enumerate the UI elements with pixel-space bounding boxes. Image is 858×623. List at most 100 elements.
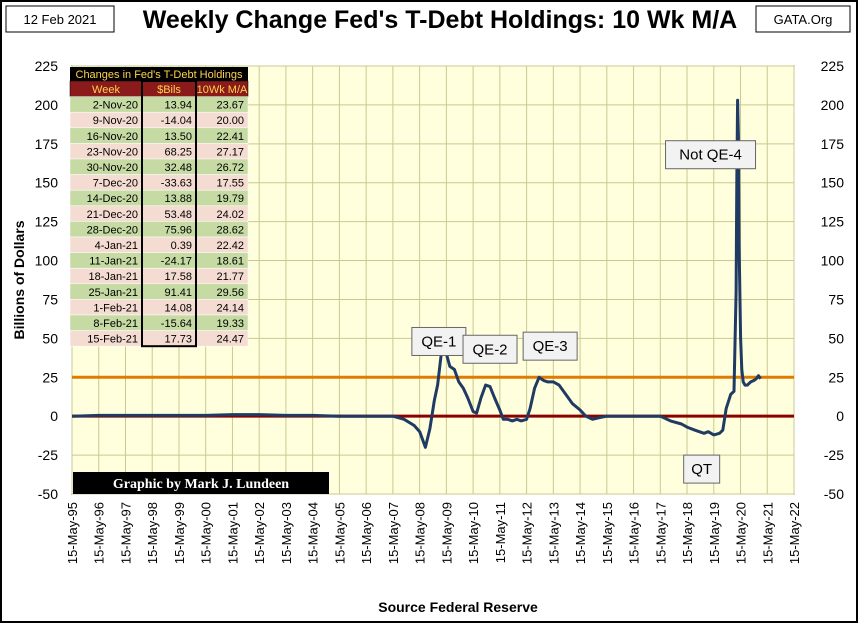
table-cell-text: 24.02 bbox=[216, 209, 244, 221]
table-cell-text: 14-Dec-20 bbox=[87, 193, 138, 205]
annotation-box bbox=[462, 334, 518, 364]
y-tick-label-right: 100 bbox=[821, 253, 845, 269]
table-cell-text: 53.48 bbox=[164, 209, 192, 221]
table-header-label: Week bbox=[92, 84, 120, 96]
x-tick-label: 15-May-13 bbox=[546, 502, 561, 564]
date-box bbox=[5, 5, 115, 33]
annotation-box bbox=[522, 331, 578, 361]
annotation-label: QE-1 bbox=[421, 333, 456, 350]
table-header-label: 10Wk M/A bbox=[197, 84, 248, 96]
table-cell-text: 14.08 bbox=[164, 302, 192, 314]
x-tick-label: 15-May-20 bbox=[734, 502, 749, 564]
table-cell-text: -33.63 bbox=[161, 178, 192, 190]
y-tick-label-right: 75 bbox=[828, 291, 844, 307]
table-cell-text: 21.77 bbox=[216, 271, 244, 283]
table-cell-text: 22.42 bbox=[216, 240, 244, 252]
annotation-box bbox=[683, 454, 721, 484]
x-tick-label: 15-May-12 bbox=[520, 502, 535, 564]
x-tick-label: 15-May-01 bbox=[225, 502, 240, 564]
table-cell-text: 18.61 bbox=[216, 256, 244, 268]
series-layer bbox=[71, 98, 762, 449]
table-cell-text: 19.33 bbox=[216, 318, 244, 330]
table-cell-text: -14.04 bbox=[161, 115, 192, 127]
y-tick-label-left: 225 bbox=[35, 58, 59, 74]
y-tick-label-left: 100 bbox=[35, 253, 59, 269]
x-tick-label: 15-May-97 bbox=[118, 502, 133, 564]
y-tick-label-left: 200 bbox=[35, 97, 59, 113]
table-cell-text: 17.73 bbox=[164, 334, 192, 346]
credit-box bbox=[73, 472, 329, 494]
date-label: 12 Feb 2021 bbox=[23, 12, 96, 27]
table-cell-text: 7-Dec-20 bbox=[93, 178, 138, 190]
y-tick-label-left: 125 bbox=[35, 214, 59, 230]
x-tick-label: 15-May-03 bbox=[279, 502, 294, 564]
table-cell-text: 22.41 bbox=[216, 131, 244, 143]
x-tick-label: 15-May-98 bbox=[145, 502, 160, 564]
y-tick-label-right: 0 bbox=[836, 408, 844, 424]
table-cell-text: 25-Jan-21 bbox=[88, 287, 138, 299]
y-tick-label-left: 25 bbox=[42, 369, 58, 385]
x-tick-label: 15-May-21 bbox=[760, 502, 775, 564]
series-line bbox=[71, 98, 762, 449]
y-axis-label: Billions of Dollars bbox=[11, 220, 27, 339]
table-cell-text: 26.72 bbox=[216, 162, 244, 174]
x-tick-label: 15-May-05 bbox=[332, 502, 347, 564]
x-tick-label: 15-May-10 bbox=[466, 502, 481, 564]
x-tick-label: 15-May-19 bbox=[707, 502, 722, 564]
x-tick-label: 15-May-06 bbox=[359, 502, 374, 564]
annotation-label: Not QE-4 bbox=[679, 147, 742, 164]
table-cell-text: 23-Nov-20 bbox=[87, 146, 138, 158]
data-table: Changes in Fed's T-Debt Holdings Week $Bil… bbox=[69, 67, 249, 348]
y-tick-label-left: 150 bbox=[35, 175, 59, 191]
table-cell-text: 28.62 bbox=[216, 224, 244, 236]
table-cell-text: 9-Nov-20 bbox=[93, 115, 138, 127]
x-tick-label: 15-May-02 bbox=[252, 502, 267, 564]
x-tick-label: 15-May-08 bbox=[413, 502, 428, 564]
x-tick-label: 15-May-00 bbox=[199, 502, 214, 564]
y-tick-label-right: 25 bbox=[828, 369, 844, 385]
table-cell-text: 0.39 bbox=[171, 240, 192, 252]
y-tick-label-right: 225 bbox=[821, 58, 845, 74]
table-cell-text: 18-Jan-21 bbox=[88, 271, 138, 283]
table-cell-text: 68.25 bbox=[164, 146, 192, 158]
table-cell-text: 20.00 bbox=[216, 115, 244, 127]
y-tick-label-right: 50 bbox=[828, 330, 844, 346]
table-cell-text: -15.64 bbox=[161, 318, 192, 330]
y-axis-right: -50 -25 0 25 50 75 100 125 150 175 200 225 bbox=[821, 58, 845, 502]
table-cell-text: 15-Feb-21 bbox=[87, 334, 138, 346]
table-cell-text: 23.67 bbox=[216, 100, 244, 112]
table-cell-text: 28-Dec-20 bbox=[87, 224, 138, 236]
annotation-box bbox=[411, 326, 467, 356]
y-tick-label-left: 50 bbox=[42, 330, 58, 346]
x-tick-label: 15-May-18 bbox=[680, 502, 695, 564]
table-cell-text: 32.48 bbox=[164, 162, 192, 174]
table-cell-text: 27.17 bbox=[216, 146, 244, 158]
table-title-bar bbox=[70, 67, 248, 81]
table-cell-text: 13.94 bbox=[164, 100, 192, 112]
table-cell-text: 24.14 bbox=[216, 302, 244, 314]
x-tick-label: 15-May-17 bbox=[653, 502, 668, 564]
y-axis-left: -50 -25 0 25 50 75 100 125 150 175 200 225 bbox=[35, 58, 59, 502]
y-tick-label-left: 175 bbox=[35, 136, 59, 152]
table-cell-text: 16-Nov-20 bbox=[87, 131, 138, 143]
table-title: Changes in Fed's T-Debt Holdings bbox=[76, 69, 243, 81]
table-header-label: $Bils bbox=[157, 84, 181, 96]
x-tick-label: 15-May-95 bbox=[65, 502, 80, 564]
y-tick-label-left: -25 bbox=[38, 447, 58, 463]
y-tick-label-right: 150 bbox=[821, 175, 845, 191]
credit-label: Graphic by Mark J. Lundeen bbox=[113, 477, 289, 492]
table-cell-text: 91.41 bbox=[164, 287, 192, 299]
table-cell-text: 13.88 bbox=[164, 193, 192, 205]
x-tick-label: 15-May-14 bbox=[573, 502, 588, 564]
table-cell-text: 75.96 bbox=[164, 224, 192, 236]
x-tick-label: 15-May-15 bbox=[600, 502, 615, 564]
table-cell-text: 2-Nov-20 bbox=[93, 100, 138, 112]
table-cell-text: 13.50 bbox=[164, 131, 192, 143]
annotation-label: QE-2 bbox=[473, 341, 508, 358]
annotations: QE-1 QE-2 QE-3 Not QE-4 QT bbox=[411, 140, 757, 484]
table-col-outline bbox=[141, 80, 197, 348]
table-cell-text: 24.47 bbox=[216, 334, 244, 346]
x-tick-label: 15-May-22 bbox=[787, 502, 802, 564]
